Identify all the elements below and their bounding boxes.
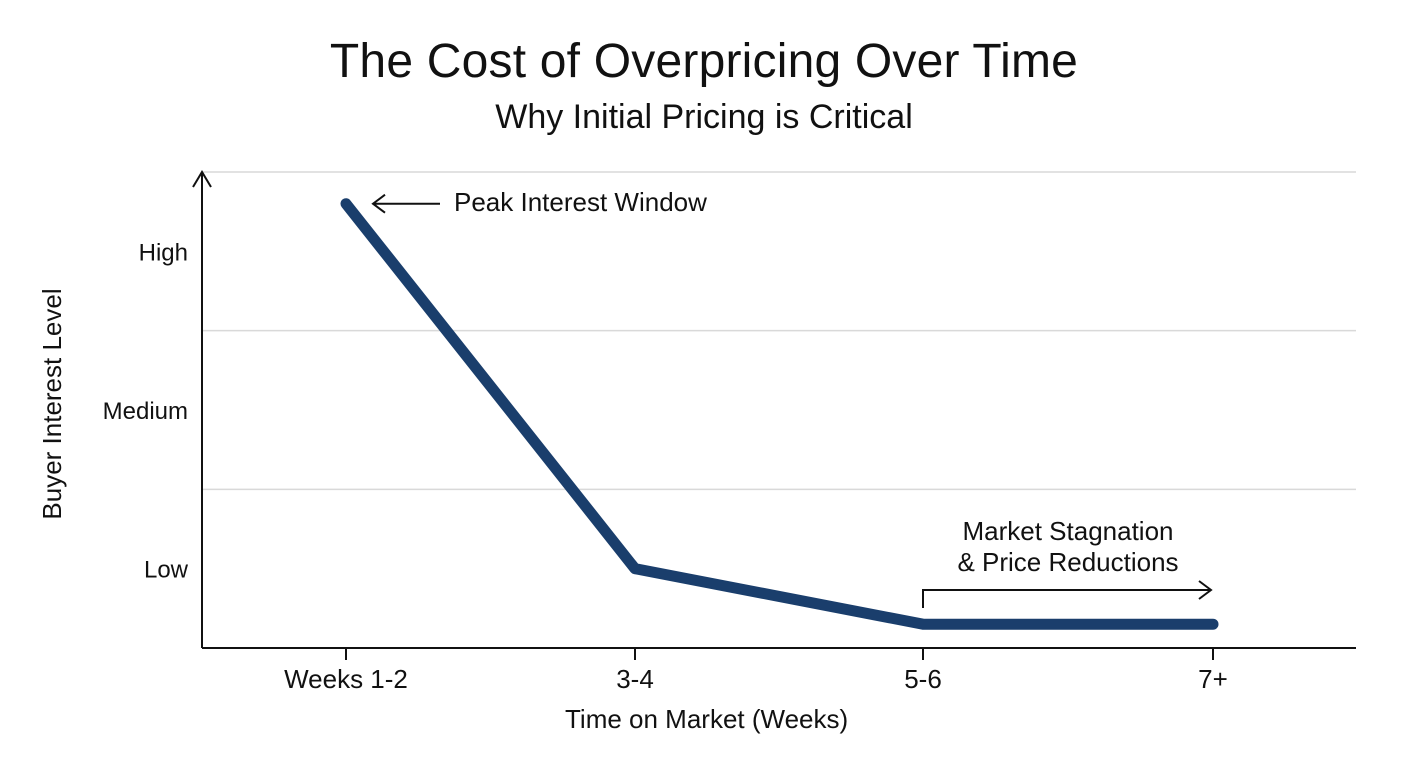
axes xyxy=(192,170,1356,649)
chart-subtitle: Why Initial Pricing is Critical xyxy=(495,98,913,136)
x-tick-label: Weeks 1-2 xyxy=(284,664,408,694)
chart-title: The Cost of Overpricing Over Time xyxy=(329,35,1079,88)
annotations: Peak Interest Window Market Stagnation &… xyxy=(371,187,1213,608)
grid-lines xyxy=(202,171,1356,491)
y-axis-label: Buyer Interest Level xyxy=(37,288,67,519)
series xyxy=(340,198,1219,630)
stagnation-annotation-line2: & Price Reductions xyxy=(957,547,1178,577)
stagnation-annotation-line1: Market Stagnation xyxy=(962,516,1173,546)
y-tick-label: Low xyxy=(144,557,189,584)
x-tick-label: 7+ xyxy=(1198,664,1228,694)
x-axis-label: Time on Market (Weeks) xyxy=(565,704,848,734)
x-ticks: Weeks 1-2 3-4 5-6 7+ xyxy=(284,648,1228,694)
peak-arrow-icon xyxy=(371,193,440,214)
series-line xyxy=(340,198,1219,630)
y-ticks: High Medium Low xyxy=(103,239,189,583)
y-tick-label: Medium xyxy=(103,398,188,425)
y-tick-label: High xyxy=(139,239,188,266)
x-tick-label: 5-6 xyxy=(904,664,942,694)
stagnation-bracket-arrow-icon xyxy=(922,580,1213,608)
y-axis-arrow-icon xyxy=(192,170,212,188)
x-tick-label: 3-4 xyxy=(616,664,654,694)
peak-annotation: Peak Interest Window xyxy=(454,187,707,217)
